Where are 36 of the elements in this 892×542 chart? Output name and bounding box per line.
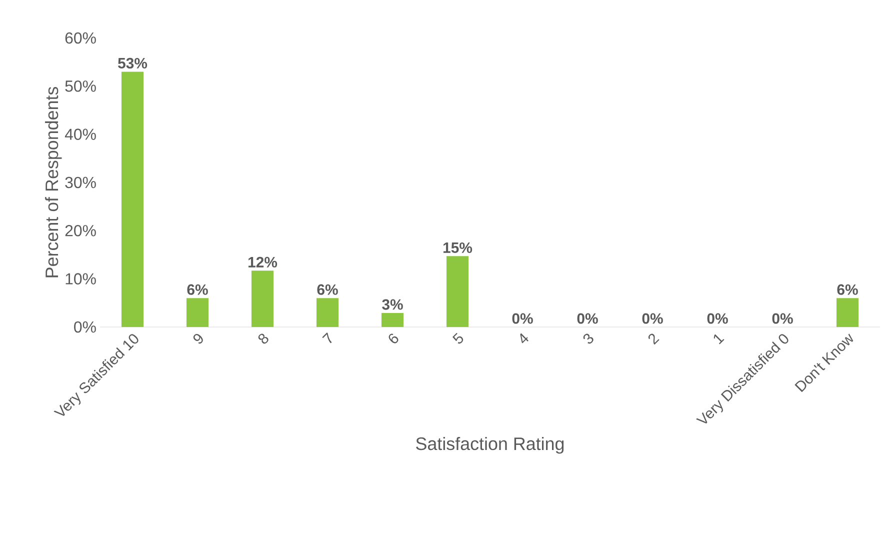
- data-label: 0%: [577, 313, 598, 324]
- y-tick-label: 60%: [65, 32, 96, 44]
- data-label: 15%: [443, 242, 472, 253]
- y-tick-label: 40%: [64, 128, 96, 140]
- x-tick-label: 5: [452, 332, 464, 344]
- y-tick-label: 50%: [65, 80, 96, 92]
- bar: [836, 298, 859, 327]
- bar: [186, 298, 209, 327]
- x-tick-label: 2: [648, 334, 660, 345]
- x-tick-label: 7: [322, 332, 332, 344]
- data-label: 12%: [248, 256, 278, 268]
- data-label: 0%: [707, 313, 728, 324]
- data-label: 3%: [382, 299, 403, 310]
- y-tick-label: 10%: [66, 273, 96, 284]
- bar: [446, 256, 469, 327]
- y-tick-label: 20%: [65, 225, 96, 236]
- y-axis-title: Percent of Respondents: [45, 86, 62, 278]
- data-label: 0%: [642, 313, 663, 324]
- x-tick-label: 8: [258, 334, 268, 344]
- bar: [382, 313, 404, 327]
- x-tick-label: 6: [388, 334, 398, 344]
- y-tick-label: 0%: [74, 321, 96, 333]
- data-label: 0%: [512, 313, 533, 324]
- data-label: 53%: [118, 58, 148, 69]
- bar: [122, 72, 144, 327]
- y-tick-label: 30%: [65, 176, 96, 188]
- bar: [252, 270, 274, 327]
- x-tick-label: 9: [193, 334, 203, 344]
- x-tick-label: 3: [583, 334, 594, 344]
- data-label: 6%: [187, 284, 208, 295]
- bar: [316, 298, 339, 327]
- data-label: 6%: [837, 284, 858, 295]
- x-tick-label: 4: [520, 333, 528, 344]
- x-axis-title: Satisfaction Rating: [416, 436, 564, 454]
- data-label: 0%: [772, 313, 793, 324]
- data-label: 6%: [317, 284, 338, 295]
